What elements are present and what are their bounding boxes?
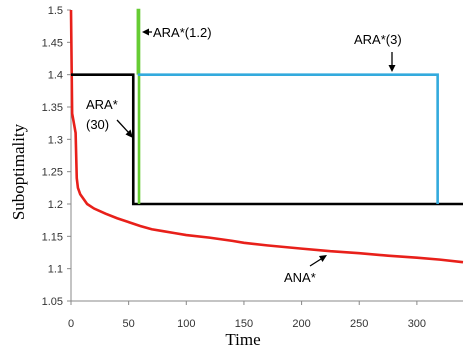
y-tick-label: 1.15 (42, 231, 63, 243)
x-tick-label: 200 (292, 318, 310, 330)
x-tick-label: 300 (408, 318, 426, 330)
annotation-ara-30-arrowhead (125, 129, 133, 138)
series-line-ana (69, 9, 464, 264)
y-tick-label: 1.5 (48, 5, 63, 17)
annotation-ana: ANA* (284, 270, 316, 285)
y-tick-label: 1.05 (42, 296, 63, 308)
y-axis-title: Suboptimality (9, 123, 28, 220)
annotation-ara-30-arrow-line (116, 119, 130, 134)
annotation-ara-1-2-arrowhead (142, 28, 149, 36)
x-tick-label: 0 (68, 318, 74, 330)
y-tick-label: 1.45 (42, 37, 63, 49)
annotation-ara-3-arrowhead (388, 65, 396, 72)
annotation-ara-30-line2: (30) (86, 117, 109, 132)
x-tick-label: 100 (177, 318, 195, 330)
y-tick-label: 1.4 (48, 70, 63, 82)
x-tick-label: 150 (235, 318, 253, 330)
annotation-ana-arrowhead (319, 255, 327, 262)
annotation-ara-3: ARA*(3) (354, 32, 402, 47)
x-tick-label: 250 (350, 318, 368, 330)
y-tick-label: 1.2 (48, 199, 63, 211)
series-line-ara-1-2 (136, 8, 141, 204)
y-tick-label: 1.1 (48, 264, 63, 276)
series-line-ara-30 (71, 73, 463, 206)
y-tick-label: 1.25 (42, 167, 63, 179)
x-tick-label: 50 (123, 318, 135, 330)
x-axis-title: Time (225, 330, 260, 349)
series-layer (69, 8, 464, 264)
y-tick-label: 1.3 (48, 134, 63, 146)
annotation-ana-arrow-line (309, 258, 322, 267)
axes: 1.05 1.1 1.15 1.2 1.25 1.3 1.35 1.4 1.45 1.5 0 50 10… (42, 5, 463, 330)
annotations: ARA*(1.2) ARA*(3) ARA* (30) ANA* (86, 25, 402, 285)
annotation-ara-1-2: ARA*(1.2) (153, 25, 212, 40)
series-line-ara-3 (137, 73, 439, 204)
annotation-ara-30-line1: ARA* (86, 97, 118, 112)
y-tick-label: 1.35 (42, 102, 63, 114)
